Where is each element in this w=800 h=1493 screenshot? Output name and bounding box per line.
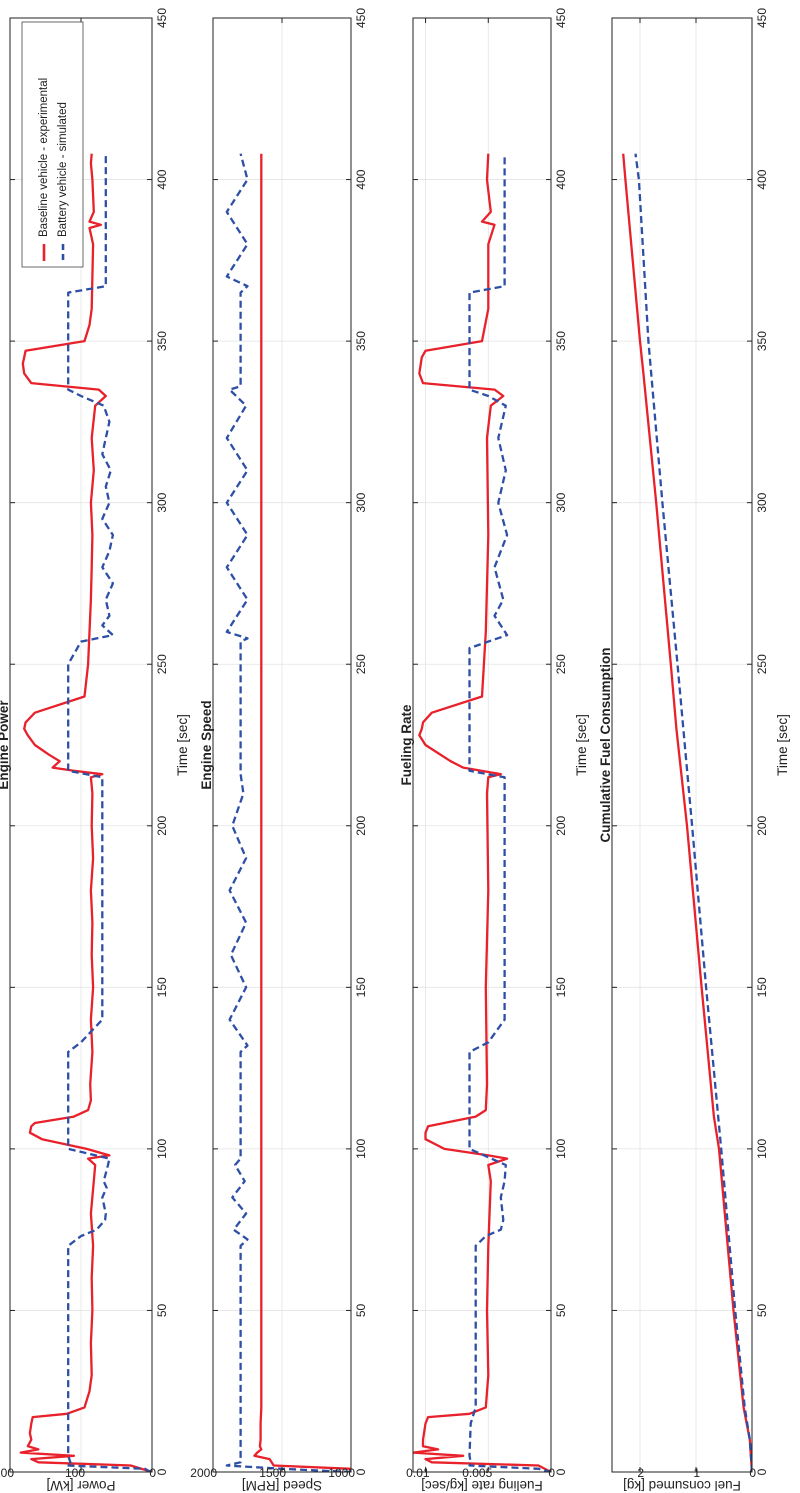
chart-title: Cumulative Fuel Consumption: [598, 647, 613, 842]
series-line-simulated: [468, 153, 551, 1472]
y-tick-label: 0.01: [406, 1466, 430, 1480]
y-tick-label: 1000: [328, 1466, 355, 1480]
y-tick-label: 0: [749, 1466, 756, 1480]
y-tick-label: 1500: [259, 1466, 286, 1480]
axes-frame: [412, 17, 552, 1473]
series-line-experimental: [253, 153, 351, 1472]
x-tick-label: 200: [755, 815, 769, 835]
x-tick-label: 350: [354, 331, 368, 351]
x-tick-label: 0: [354, 1468, 368, 1475]
x-axis-label: Time [sec]: [175, 714, 190, 776]
y-tick-label: 2: [637, 1466, 644, 1480]
x-tick-label: 300: [755, 492, 769, 512]
x-tick-label: 200: [155, 815, 169, 835]
x-tick-label: 250: [554, 654, 568, 674]
x-tick-label: 50: [554, 1303, 568, 1317]
x-tick-label: 400: [354, 169, 368, 189]
x-tick-label: 200: [554, 815, 568, 835]
x-axis-label: Time [sec]: [574, 714, 589, 776]
x-tick-label: 100: [755, 1139, 769, 1159]
x-tick-label: 300: [554, 492, 568, 512]
chart-title: Engine Speed: [199, 700, 214, 789]
subplot-2: 0 50 100 150 200 250 300 350 400 450 1000 1500 2000 S…: [190, 8, 368, 1493]
x-tick-label: 400: [155, 169, 169, 189]
y-axis-label: Fuel consumed [kg]: [623, 1478, 741, 1493]
y-tick-label: 200: [0, 1466, 14, 1480]
y-tick-label: 0.005: [462, 1466, 492, 1480]
x-tick-label: 150: [155, 977, 169, 997]
series-line-experimental: [622, 153, 752, 1472]
x-tick-label: 0: [155, 1468, 169, 1475]
x-tick-label: 50: [155, 1303, 169, 1317]
x-tick-label: 250: [755, 654, 769, 674]
x-axis-label: Time [sec]: [775, 714, 790, 776]
y-tick-label: 2000: [190, 1466, 217, 1480]
x-tick-label: 200: [354, 815, 368, 835]
x-tick-label: 150: [354, 977, 368, 997]
plot-area: [413, 18, 551, 1472]
x-tick-label: 250: [155, 654, 169, 674]
plot-area: [612, 18, 752, 1472]
x-tick-label: 300: [155, 492, 169, 512]
x-tick-label: 450: [755, 8, 769, 28]
y-tick-label: 100: [65, 1466, 85, 1480]
y-tick-label: 0: [548, 1466, 555, 1480]
x-tick-label: 400: [554, 169, 568, 189]
legend-box: [21, 21, 84, 268]
x-tick-label: 150: [554, 977, 568, 997]
x-tick-label: 450: [155, 8, 169, 28]
series-line-simulated: [634, 153, 752, 1472]
x-tick-label: 450: [554, 8, 568, 28]
x-tick-label: 50: [755, 1303, 769, 1317]
subplot-3: 05010015020025030035040045000.0050.01Fue…: [399, 8, 589, 1493]
x-tick-label: 350: [155, 331, 169, 351]
x-tick-label: 350: [554, 331, 568, 351]
x-tick-label: 100: [155, 1139, 169, 1159]
series-line-experimental: [413, 153, 551, 1472]
legend-label-simulated: Battery vehicle - simulated: [57, 102, 69, 237]
series-line-simulated: [65, 153, 152, 1472]
x-tick-label: 400: [755, 169, 769, 189]
y-axis-label: Speed [RPM]: [242, 1478, 322, 1493]
y-axis-label: Power [kW]: [46, 1478, 115, 1493]
chart-title: Engine Power: [0, 700, 11, 790]
series-line-experimental: [19, 153, 152, 1472]
legend-label-experimental: Baseline vehicle - experimental: [38, 78, 50, 237]
x-tick-label: 250: [354, 654, 368, 674]
axes-frame: [611, 17, 753, 1473]
x-tick-label: 350: [755, 331, 769, 351]
chart-title: Fueling Rate: [399, 704, 414, 785]
y-tick-label: 1: [693, 1466, 700, 1480]
x-tick-label: 0: [554, 1468, 568, 1475]
charts-layer: 0501001502002503003504004500100200Power …: [0, 8, 790, 1493]
x-tick-label: 100: [554, 1139, 568, 1159]
legend: Baseline vehicle - experimental Battery …: [21, 21, 84, 268]
x-tick-label: 100: [354, 1139, 368, 1159]
x-tick-label: 50: [354, 1303, 368, 1317]
y-axis-label: Fueling rate [kg/sec]: [421, 1478, 543, 1493]
x-tick-label: 300: [354, 492, 368, 512]
x-tick-label: 0: [755, 1468, 769, 1475]
x-tick-label: 450: [354, 8, 368, 28]
y-tick-label: 0: [149, 1466, 156, 1480]
x-tick-label: 150: [755, 977, 769, 997]
